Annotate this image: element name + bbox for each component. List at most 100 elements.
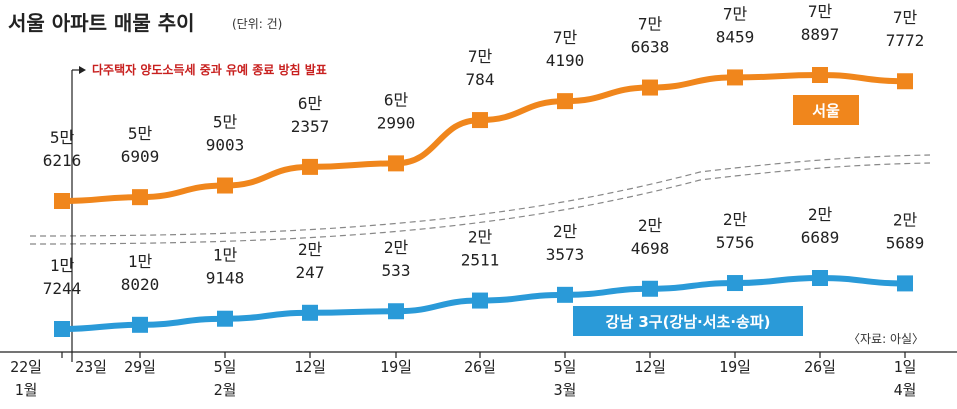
data-point [132,189,148,206]
data-point [54,321,70,337]
axis-break-lines [29,154,931,245]
data-label-value: 533 [382,261,411,280]
data-point [812,67,828,83]
x-tick-label-month: 3월 [554,381,577,399]
x-tick-label-day: 29일 [124,358,156,376]
data-point [727,275,743,292]
data-label-value: 6909 [121,147,160,166]
annotation-text: 다주택자 양도소득세 중과 유예 종료 방침 발표 [92,62,327,77]
x-tick-label-day: 12일 [294,358,326,376]
data-point [388,303,404,320]
data-label-value: 9148 [206,269,245,288]
data-point [727,69,743,86]
data-label-unit: 5만 [50,128,75,147]
data-point [897,73,913,90]
data-label-unit: 2만 [723,210,748,229]
data-label-unit: 7만 [723,4,748,23]
series-layer: 5만 6216 5만 6909 5만 9003 6만 2357 6만 2990 7만 784 7만 419… [43,2,925,337]
axis-break-line-2 [29,162,931,245]
data-point [472,292,488,309]
data-label-unit: 2만 [553,222,578,241]
data-label-value: 2990 [377,113,416,132]
data-label-unit: 2만 [638,216,663,235]
x-tick-label-month: 1월 [15,381,38,399]
data-label-unit: 6만 [384,90,409,109]
x-tick-label-day: 5일 [214,358,237,376]
x-tick-label-day: 26일 [804,358,836,376]
data-point [54,193,70,209]
gangnam-badge-label: 강남 3구(강남·서초·송파) [606,313,771,331]
data-label-value: 5756 [716,233,755,252]
data-label-unit: 1만 [213,246,238,265]
x-tick-label-day: 12일 [634,358,666,376]
data-label-value: 2511 [461,251,500,270]
x-tick-label-day: 1일 [894,358,917,376]
data-point [302,158,318,175]
annotation-arrowhead [79,66,86,74]
data-point [217,310,233,327]
chart-title: 서울 아파트 매물 추이 [8,11,195,35]
data-label-value: 4190 [546,51,585,70]
x-tick-label-day: 5일 [554,358,577,376]
data-label-value: 2357 [291,117,330,136]
gangnam-badge [573,306,803,336]
data-point [217,177,233,194]
x-tick-label-annotation: 23일 [75,358,107,376]
data-label-value: 7772 [886,31,925,50]
x-tick-label-day: 19일 [719,358,751,376]
data-point [472,112,488,129]
data-label-unit: 2만 [384,238,409,257]
data-label-value: 4698 [631,239,670,258]
data-label-unit: 7만 [468,47,493,66]
data-point [812,270,828,286]
x-tick-label-day: 22일 [10,358,42,376]
series-line-1 [59,71,908,204]
data-point [388,155,404,172]
data-label-unit: 7만 [553,28,578,47]
x-tick-label-month: 2월 [214,381,237,399]
data-label-value: 8459 [716,27,755,46]
data-label-unit: 1만 [50,256,75,275]
data-label-value: 3573 [546,245,585,264]
seoul-badge [793,95,859,125]
data-label-unit: 1만 [128,252,153,271]
data-label-unit: 2만 [893,210,918,229]
data-point [132,316,148,333]
data-point [557,286,573,303]
x-tick-label-day: 26일 [464,358,496,376]
x-tick-label-month: 4월 [894,381,917,399]
x-axis: 22일 1월 29일 5일 2월 12일 19일 26일 5일 3월 12일 19일 26일 1일 4월 23… [0,351,957,399]
source-label: 〈자료: 아실〉 [848,332,924,346]
data-label-unit: 2만 [808,205,833,224]
data-point [642,79,658,96]
data-label-value: 6638 [631,38,670,57]
data-label-unit: 6만 [298,94,323,113]
data-label-value: 9003 [206,136,245,155]
data-label-value: 784 [466,70,495,89]
data-label-unit: 2만 [468,228,493,247]
seoul-badge-label: 서울 [812,102,840,120]
axis-break-line-1 [29,154,931,237]
data-label-value: 5689 [886,233,925,252]
data-label-value: 7244 [43,279,82,298]
data-label-value: 8020 [121,275,160,294]
data-label-value: 8897 [801,25,840,44]
data-label-unit: 5만 [128,124,153,143]
data-label-value: 6216 [43,151,82,170]
data-label-unit: 2만 [298,240,323,259]
data-label-unit: 7만 [638,15,663,34]
data-label-value: 6689 [801,228,840,247]
data-point [557,93,573,110]
data-point [897,275,913,292]
unit-label: (단위: 건) [232,17,282,31]
data-label-unit: 5만 [213,113,238,132]
x-tick-label-day: 19일 [380,358,412,376]
data-label-unit: 7만 [893,8,918,27]
data-label-value: 247 [296,263,325,282]
data-point [302,304,318,321]
data-point [642,280,658,297]
data-label-unit: 7만 [808,2,833,21]
annotation-marker: 다주택자 양도소득세 중과 유예 종료 방침 발표 [71,62,327,362]
